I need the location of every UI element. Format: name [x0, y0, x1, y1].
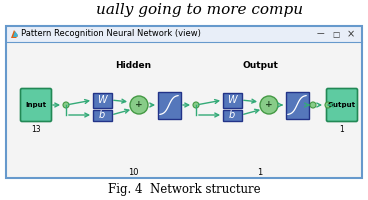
Text: Pattern Recognition Neural Network (view): Pattern Recognition Neural Network (view… [21, 29, 201, 38]
FancyBboxPatch shape [326, 88, 357, 121]
Text: □: □ [332, 29, 340, 38]
Text: +: + [265, 100, 273, 109]
Text: Output: Output [328, 102, 356, 108]
FancyBboxPatch shape [21, 88, 52, 121]
Text: 1: 1 [257, 168, 263, 177]
Text: W: W [227, 95, 237, 105]
Circle shape [310, 102, 316, 108]
FancyBboxPatch shape [223, 110, 241, 120]
Circle shape [63, 102, 69, 108]
Text: —: — [316, 29, 324, 38]
Circle shape [260, 96, 278, 114]
Text: 13: 13 [31, 125, 41, 134]
FancyBboxPatch shape [286, 92, 308, 118]
FancyBboxPatch shape [92, 92, 112, 108]
FancyBboxPatch shape [92, 110, 112, 120]
FancyBboxPatch shape [6, 26, 362, 42]
FancyBboxPatch shape [70, 66, 196, 168]
FancyBboxPatch shape [223, 92, 241, 108]
Text: 10: 10 [128, 168, 138, 177]
Circle shape [193, 102, 199, 108]
Text: 1: 1 [340, 125, 344, 134]
Polygon shape [13, 31, 18, 37]
Text: Hidden: Hidden [115, 60, 151, 70]
Text: W: W [97, 95, 107, 105]
Text: b: b [229, 110, 235, 120]
Circle shape [325, 102, 331, 108]
Text: ×: × [347, 29, 355, 39]
Polygon shape [11, 30, 18, 38]
Text: +: + [135, 100, 143, 109]
FancyBboxPatch shape [6, 42, 362, 178]
Text: Output: Output [242, 60, 278, 70]
Text: b: b [99, 110, 105, 120]
Circle shape [130, 96, 148, 114]
FancyBboxPatch shape [158, 92, 180, 118]
Text: Fig. 4  Network structure: Fig. 4 Network structure [108, 182, 260, 196]
FancyBboxPatch shape [200, 66, 320, 168]
Text: Input: Input [25, 102, 47, 108]
Text: ually going to more compu: ually going to more compu [96, 3, 304, 17]
